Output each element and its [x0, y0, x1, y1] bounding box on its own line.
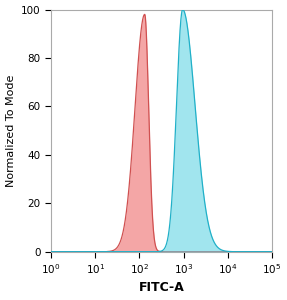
Y-axis label: Normalized To Mode: Normalized To Mode	[5, 74, 15, 187]
X-axis label: FITC-A: FITC-A	[139, 281, 184, 294]
